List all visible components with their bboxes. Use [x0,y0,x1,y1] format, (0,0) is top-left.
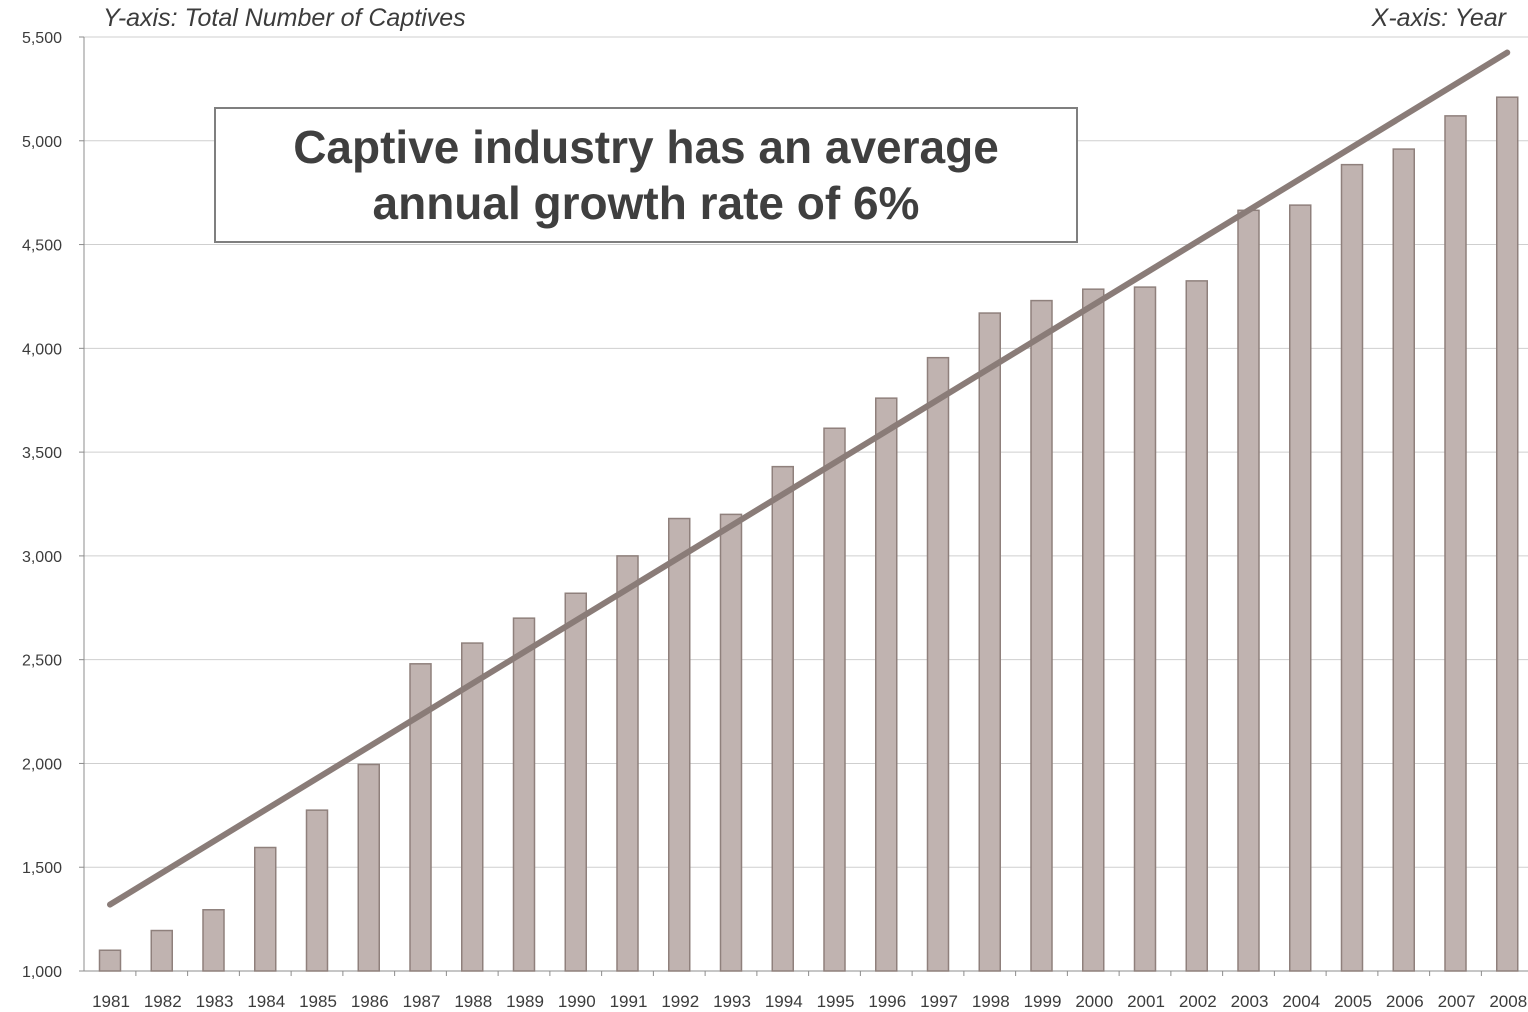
bar-1999 [1030,299,1053,972]
growth-rate-callout: Captive industry has an average annual g… [214,107,1078,243]
bar-1998 [978,312,1001,972]
trend-line [107,49,1511,908]
gridlines [84,36,1528,868]
x-tick-label: 2006 [1386,992,1424,1011]
bar-1984 [254,846,277,972]
x-tick-label: 2005 [1334,992,1372,1011]
x-tick-label: 2004 [1282,992,1320,1011]
x-tick-label: 2007 [1438,992,1476,1011]
bar-1994 [771,465,794,972]
x-tick-labels: 1981 1982 1983 1984 1985 1986 1987 1988 1989 1990… [92,992,1527,1011]
bar-1985 [305,809,329,972]
x-tick-label: 1995 [817,992,855,1011]
bar-1983 [202,909,225,972]
y-tick-label: 3,500 [22,445,62,462]
bar-2002 [1185,280,1208,972]
bar-1981 [98,949,122,972]
x-tick-label: 1992 [661,992,699,1011]
x-tick-label: 1986 [351,992,389,1011]
x-tick-label: 1996 [868,992,906,1011]
bar-1992 [668,517,691,972]
bar-1991 [616,555,639,972]
trend-line-group [107,49,1511,908]
x-tick-label: 1998 [972,992,1010,1011]
x-tick-label: 2000 [1075,992,1113,1011]
y-tick-label: 5,000 [22,134,62,151]
bar-2007 [1444,115,1467,972]
bar-2008 [1496,96,1519,972]
x-tick-label: 1993 [713,992,751,1011]
bar-1986 [357,763,380,972]
x-tick-label: 1987 [403,992,441,1011]
bar-2000 [1082,288,1105,972]
x-tick-label: 1999 [1024,992,1062,1011]
bar-1987 [409,663,432,972]
bar-1995 [823,427,846,972]
y-tick-label: 4,000 [22,341,62,358]
x-tick-label: 2008 [1489,992,1527,1011]
bar-2006 [1392,148,1415,972]
y-tick-label: 2,500 [22,653,62,670]
y-tick-label: 2,000 [22,756,62,773]
x-tick-label: 1982 [144,992,182,1011]
bar-2003 [1237,209,1260,972]
bars [98,96,1519,972]
bar-2005 [1340,163,1364,972]
bar-1996 [875,397,898,972]
x-tick-label: 1983 [196,992,234,1011]
y-tick-label: 5,500 [22,30,62,47]
y-tick-label: 1,000 [22,964,62,981]
x-tick-label: 2002 [1179,992,1217,1011]
x-tick-label: 2003 [1231,992,1269,1011]
bar-1982 [150,929,173,972]
bar-1988 [461,642,484,972]
x-tick-label: 1988 [454,992,492,1011]
bar-1997 [926,356,950,972]
x-tick-label: 1989 [506,992,544,1011]
bar-1990 [564,592,587,972]
y-tick-labels: 1,000 1,500 2,000 2,500 3,000 3,500 4,000 4,500… [22,30,62,981]
x-tick-label: 1985 [299,992,337,1011]
x-tick-label: 1984 [247,992,285,1011]
callout-text: Captive industry has an average annual g… [293,121,999,229]
bar-1993 [719,513,743,972]
x-tick-label: 1981 [92,992,130,1011]
x-tick-label: 1997 [920,992,958,1011]
y-tick-label: 3,000 [22,549,62,566]
x-tick-label: 1991 [610,992,648,1011]
y-tick-label: 4,500 [22,238,62,255]
x-tick-label: 1990 [558,992,596,1011]
x-tick-label: 2001 [1127,992,1165,1011]
y-axis-caption: Y-axis: Total Number of Captives [103,4,466,32]
bar-2001 [1133,286,1157,972]
y-tick-label: 1,500 [22,860,62,877]
bar-1989 [512,617,536,972]
x-tick-label: 1994 [765,992,803,1011]
x-axis-caption: X-axis: Year [1371,4,1506,32]
bar-2004 [1289,204,1312,972]
